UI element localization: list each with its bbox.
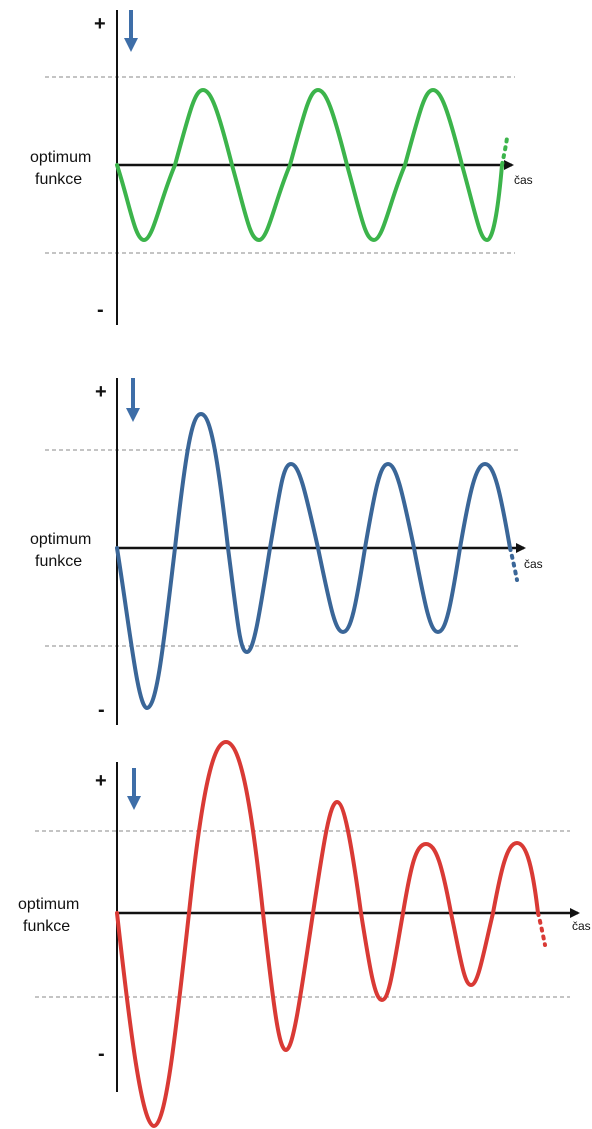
- panel-blue: + - optimum funkce čas: [30, 378, 543, 725]
- optimum-label: optimum: [30, 531, 91, 548]
- plus-sign: +: [95, 381, 107, 403]
- time-label: čas: [524, 557, 543, 571]
- down-arrow-icon: [126, 378, 140, 422]
- down-arrow-icon: [124, 10, 138, 52]
- funkce-label: funkce: [35, 553, 82, 570]
- minus-sign: -: [98, 699, 105, 721]
- green-wave-continuation: [500, 136, 509, 167]
- red-wave: [115, 739, 540, 1129]
- optimum-label: optimum: [18, 896, 79, 913]
- panel-green: + - optimum funkce čas: [30, 10, 533, 325]
- time-label: čas: [514, 173, 533, 187]
- plus-sign: +: [94, 13, 106, 35]
- optimum-label: optimum: [30, 149, 91, 166]
- blue-wave-continuation: [508, 546, 519, 582]
- funkce-label: funkce: [35, 171, 82, 188]
- funkce-label: funkce: [23, 918, 70, 935]
- blue-wave: [115, 411, 512, 711]
- panel-red: + - optimum funkce čas: [18, 739, 591, 1129]
- minus-sign: -: [98, 1043, 105, 1065]
- down-arrow-icon: [127, 768, 141, 810]
- time-label: čas: [572, 919, 591, 933]
- minus-sign: -: [97, 299, 104, 321]
- green-wave: [115, 87, 504, 243]
- plus-sign: +: [95, 770, 107, 792]
- red-wave-continuation: [536, 911, 547, 947]
